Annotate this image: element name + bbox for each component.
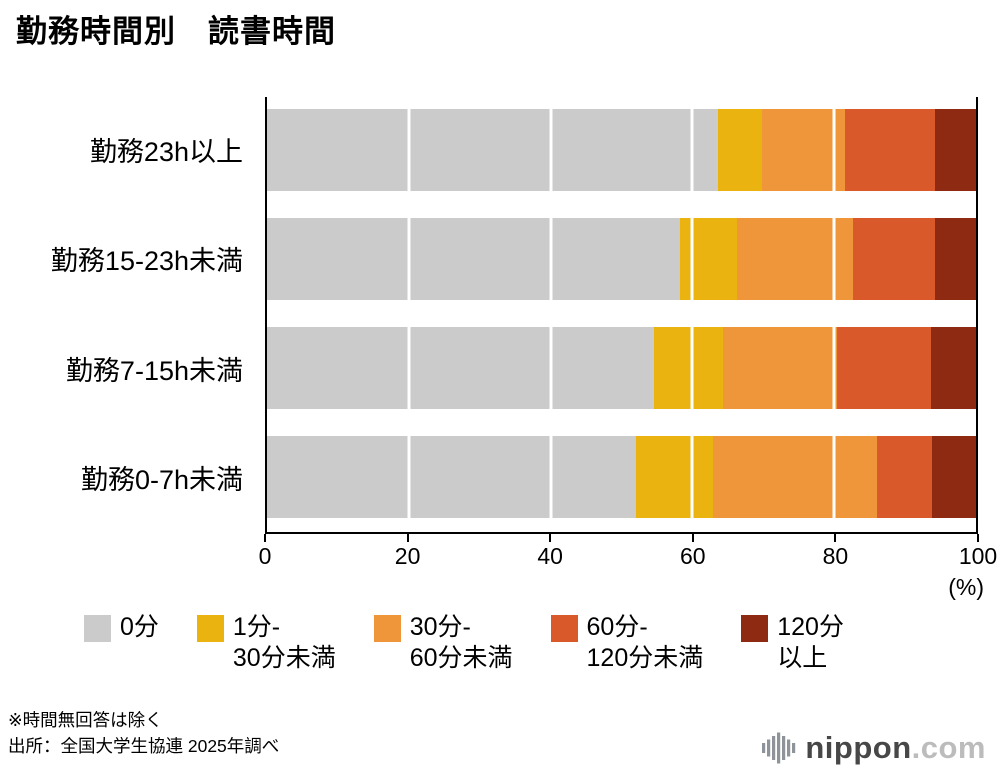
legend-label: 0分 — [120, 613, 159, 641]
bar-track — [265, 108, 978, 191]
category-label-1: 勤務15-23h未満 — [50, 246, 243, 277]
bar-track — [265, 327, 978, 410]
footnote-note: ※時間無回答は除く — [8, 710, 163, 730]
bar-segment-120plus — [935, 108, 978, 191]
axis-tick — [691, 534, 694, 542]
category-label-2: 勤務7-15h未満 — [65, 355, 243, 386]
axis-tick — [977, 534, 979, 542]
axis-tick-label: 20 — [394, 543, 421, 569]
bar-segment-0min — [265, 108, 718, 191]
axis-tick — [264, 534, 266, 542]
bar-segment-120plus — [931, 436, 978, 519]
bar-segment-120plus — [935, 217, 978, 300]
chart-row: 勤務23h以上 — [0, 95, 1000, 204]
bar-segment-1to30 — [679, 217, 737, 300]
legend-label: 120分 以上 — [777, 613, 844, 672]
footnote-source: 出所：全国大学生協連 2025年調べ — [8, 736, 280, 757]
logo-tld: .com — [911, 730, 986, 765]
bar-segment-30to60 — [722, 327, 837, 410]
bar-segment-30to60 — [713, 436, 878, 519]
legend-label: 30分- 60分未満 — [409, 613, 513, 672]
axis-tick — [406, 534, 409, 542]
legend: 0分 1分- 30分未満 30分- 60分未満 60分- 120分未満 120分 以上 — [84, 612, 882, 673]
legend-swatch — [84, 615, 111, 642]
legend-label: 60分- 120分未満 — [586, 613, 704, 672]
chart-row: 勤務15-23h未満 — [0, 204, 1000, 313]
bar-segment-30to60 — [736, 217, 854, 300]
legend-item-0min: 0分 — [84, 612, 159, 643]
x-axis: (%) 0 20 40 60 80 100 — [259, 532, 997, 600]
page-title: 勤務時間別 読書時間 — [16, 14, 336, 49]
bar-segment-120plus — [930, 327, 978, 410]
axis-tick-label: 40 — [537, 543, 563, 569]
chart-rows: 勤務23h以上勤務15-23h未満勤務7-15h未満勤務0-7h未満 — [0, 95, 1000, 532]
axis-tick-label: 100 — [958, 543, 998, 569]
bar-segment-1to30 — [635, 436, 714, 519]
legend-swatch — [550, 615, 578, 642]
axis-tick-label: 0 — [258, 543, 272, 569]
legend-swatch — [373, 615, 401, 642]
bar-segment-0min — [265, 217, 680, 300]
bar-segment-60to120 — [836, 327, 931, 410]
bar-segment-0min — [265, 327, 655, 410]
footnotes: ※時間無回答は除く 出所：全国大学生協連 2025年調べ — [8, 707, 279, 760]
bar-segment-0min — [265, 436, 636, 519]
chart-row: 勤務0-7h未満 — [0, 423, 1000, 532]
bar-segment-30to60 — [761, 108, 845, 191]
x-axis-unit: (%) — [948, 574, 984, 600]
bar-segment-1to30 — [717, 108, 762, 191]
category-label-3: 勤務0-7h未満 — [80, 464, 243, 495]
axis-tick — [834, 534, 837, 542]
nippon-logo: nippon .com — [760, 729, 986, 767]
bar-track — [265, 217, 978, 300]
bar-segment-60to120 — [877, 436, 932, 519]
stacked-bar-chart: 勤務23h以上勤務15-23h未満勤務7-15h未満勤務0-7h未満 — [0, 95, 1000, 532]
category-label-0: 勤務23h以上 — [89, 137, 243, 168]
legend-item-30to60: 30分- 60分未満 — [373, 612, 513, 673]
bar-segment-60to120 — [844, 108, 936, 191]
legend-item-1to30: 1分- 30分未満 — [196, 612, 336, 673]
legend-label: 1分- 30分未満 — [232, 613, 336, 672]
legend-swatch — [741, 615, 769, 642]
axis-tick-label: 80 — [822, 543, 849, 569]
axis-tick-label: 60 — [680, 543, 706, 569]
legend-swatch — [196, 615, 224, 642]
logo-brand: nippon — [805, 730, 912, 765]
soundwave-bars-icon — [762, 732, 796, 764]
axis-tick — [549, 534, 552, 542]
bar-track — [265, 436, 978, 519]
chart-row: 勤務7-15h未満 — [0, 314, 1000, 423]
legend-item-60to120: 60分- 120分未満 — [550, 612, 704, 673]
legend-item-120plus: 120分 以上 — [741, 612, 844, 673]
bar-segment-60to120 — [853, 217, 936, 300]
bar-segment-1to30 — [654, 327, 723, 410]
